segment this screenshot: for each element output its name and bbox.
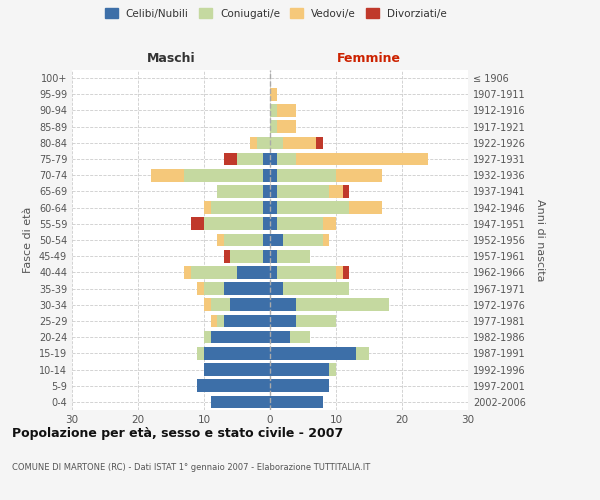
Bar [230,250,263,262]
Bar [263,169,270,181]
Bar [290,331,310,344]
Bar [283,282,349,295]
Bar [204,298,211,311]
Text: Femmine: Femmine [337,52,401,65]
Bar [329,185,343,198]
Bar [283,234,323,246]
Bar [204,331,211,344]
Bar [270,363,329,376]
Bar [270,250,277,262]
Bar [263,152,270,166]
Bar [151,169,184,181]
Bar [270,266,277,278]
Text: COMUNE DI MARTONE (RC) - Dati ISTAT 1° gennaio 2007 - Elaborazione TUTTITALIA.IT: COMUNE DI MARTONE (RC) - Dati ISTAT 1° g… [12,462,370,471]
Bar [329,363,336,376]
Bar [237,152,263,166]
Bar [277,202,349,214]
Bar [263,185,270,198]
Bar [224,234,263,246]
Bar [263,250,270,262]
Bar [230,298,270,311]
Bar [316,136,323,149]
Bar [211,396,270,408]
Bar [296,152,428,166]
Bar [270,88,277,101]
Bar [217,314,224,328]
Bar [197,282,204,295]
Bar [191,218,204,230]
Bar [224,314,270,328]
Bar [204,363,270,376]
Bar [217,185,263,198]
Y-axis label: Anni di nascita: Anni di nascita [535,198,545,281]
Bar [270,136,283,149]
Bar [204,218,263,230]
Bar [204,282,224,295]
Bar [184,169,263,181]
Bar [270,104,277,117]
Bar [283,136,316,149]
Bar [211,314,217,328]
Bar [277,120,296,133]
Bar [277,218,323,230]
Bar [277,169,336,181]
Bar [270,169,277,181]
Bar [270,152,277,166]
Bar [270,234,283,246]
Bar [270,185,277,198]
Bar [296,298,389,311]
Bar [296,314,336,328]
Bar [263,234,270,246]
Bar [343,266,349,278]
Bar [263,218,270,230]
Bar [356,347,369,360]
Bar [211,202,263,214]
Text: Popolazione per età, sesso e stato civile - 2007: Popolazione per età, sesso e stato civil… [12,428,343,440]
Bar [270,331,290,344]
Bar [270,282,283,295]
Bar [270,396,323,408]
Bar [224,152,237,166]
Bar [184,266,191,278]
Bar [204,202,211,214]
Bar [270,380,329,392]
Bar [224,250,230,262]
Bar [323,234,329,246]
Bar [323,218,336,230]
Legend: Celibi/Nubili, Coniugati/e, Vedovi/e, Divorziati/e: Celibi/Nubili, Coniugati/e, Vedovi/e, Di… [102,5,450,21]
Bar [277,185,329,198]
Bar [217,234,224,246]
Bar [270,347,356,360]
Y-axis label: Fasce di età: Fasce di età [23,207,33,273]
Bar [336,266,343,278]
Bar [257,136,270,149]
Bar [263,202,270,214]
Bar [191,266,237,278]
Bar [197,380,270,392]
Bar [250,136,257,149]
Bar [204,347,270,360]
Bar [211,298,230,311]
Bar [277,250,310,262]
Bar [343,185,349,198]
Bar [270,298,296,311]
Bar [277,266,336,278]
Bar [270,314,296,328]
Bar [237,266,270,278]
Bar [277,152,296,166]
Text: Maschi: Maschi [146,52,196,65]
Bar [270,218,277,230]
Bar [270,120,277,133]
Bar [270,202,277,214]
Bar [211,331,270,344]
Bar [336,169,382,181]
Bar [197,347,204,360]
Bar [224,282,270,295]
Bar [349,202,382,214]
Bar [277,104,296,117]
